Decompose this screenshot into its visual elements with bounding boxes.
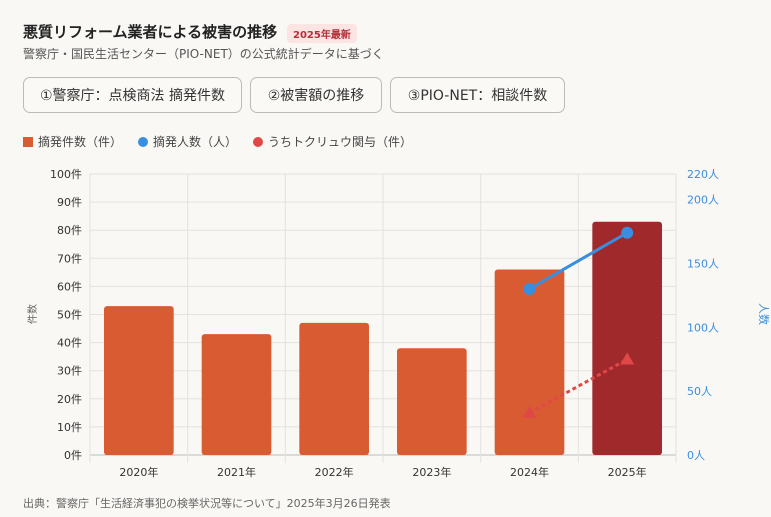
y-tick-label: 30件 xyxy=(57,365,82,378)
persons-point xyxy=(523,282,536,295)
y2-tick-label: 150人 xyxy=(687,257,719,270)
bar xyxy=(104,306,174,455)
page-title: 悪質リフォーム業者による被害の推移 xyxy=(23,23,278,41)
tab-pionet-consultations[interactable]: ③PIO-NET：相談件数 xyxy=(390,77,565,113)
legend-label: うちトクリュウ関与（件） xyxy=(268,135,413,149)
x-tick-label: 2022年 xyxy=(315,465,354,479)
bar xyxy=(592,221,662,455)
y-tick-label: 80件 xyxy=(57,224,82,237)
y-tick-label: 50件 xyxy=(57,309,82,322)
x-tick-label: 2021年 xyxy=(217,465,256,479)
tokuryu-line xyxy=(528,358,628,415)
tab-damage-amount[interactable]: ②被害額の推移 xyxy=(250,77,382,113)
tokuryu-point xyxy=(620,352,635,365)
legend: 摘発件数（件） 摘発人数（人） うちトクリュウ関与（件） xyxy=(23,133,412,150)
y-tick-label: 10件 xyxy=(57,421,82,434)
circle-icon xyxy=(253,136,264,147)
y-tick-label: 70件 xyxy=(57,252,82,265)
x-tick-label: 2023年 xyxy=(412,465,451,479)
page-subtitle: 警察庁・国民生活センター（PIO-NET）の公式統計データに基づく xyxy=(23,47,384,61)
y2-tick-label: 220人 xyxy=(687,168,719,181)
y-tick-label: 90件 xyxy=(57,196,82,209)
source-footer: 出典：警察庁「生活経済事犯の検挙状況等について」2025年3月26日発表 xyxy=(23,497,391,510)
tab-arrest-count[interactable]: ①警察庁：点検商法 摘発件数 xyxy=(23,77,242,113)
bar xyxy=(494,269,565,455)
bar xyxy=(299,322,369,455)
y-tick-label: 40件 xyxy=(57,337,82,350)
persons-line xyxy=(528,231,628,291)
bar xyxy=(397,348,467,455)
y2-tick-label: 100人 xyxy=(687,321,719,334)
y-tick-label: 60件 xyxy=(57,280,82,293)
y-tick-label: 20件 xyxy=(57,393,82,406)
update-badge: 2025年最新 xyxy=(287,24,357,43)
legend-label: 摘発件数（件） xyxy=(38,135,123,149)
legend-item-tokuryu[interactable]: うちトクリュウ関与（件） xyxy=(253,133,412,150)
x-tick-label: 2024年 xyxy=(510,465,549,479)
tokuryu-point xyxy=(522,405,537,418)
x-tick-label: 2020年 xyxy=(119,465,158,479)
y2-tick-label: 200人 xyxy=(687,194,719,207)
y2-axis-label: 人数 xyxy=(757,303,770,325)
legend-item-arrests[interactable]: 摘発件数（件） xyxy=(23,133,122,150)
legend-item-persons[interactable]: 摘発人数（人） xyxy=(138,133,237,150)
persons-point xyxy=(621,226,634,239)
y-tick-label: 0件 xyxy=(64,449,82,462)
legend-label: 摘発人数（人） xyxy=(153,135,238,149)
y-axis-label: 件数 xyxy=(26,304,39,324)
square-icon xyxy=(23,136,33,147)
x-tick-label: 2025年 xyxy=(608,465,647,479)
circle-icon xyxy=(138,136,149,147)
y-tick-label: 100件 xyxy=(50,168,82,181)
y2-tick-label: 50人 xyxy=(687,385,712,398)
chart: 0件 10件 20件 30件 40件 50件 60件 70件 80件 90件 100件 0人 50人 10… xyxy=(26,168,770,479)
y2-tick-label: 0人 xyxy=(687,449,705,462)
bar xyxy=(201,334,272,455)
